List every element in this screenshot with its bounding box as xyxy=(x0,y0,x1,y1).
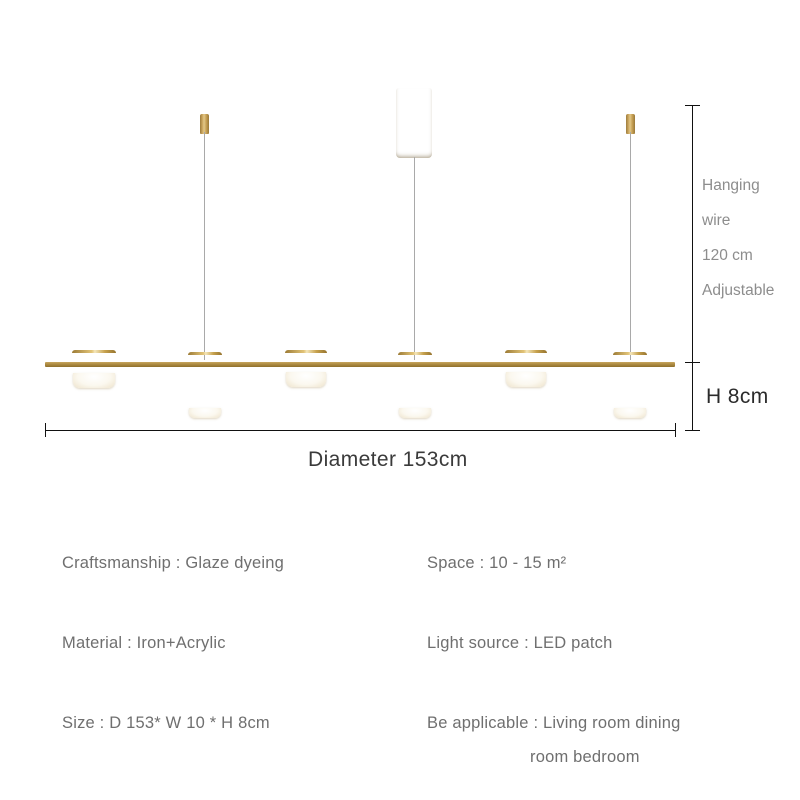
ceiling-clip-left xyxy=(200,114,209,134)
spec-craftsmanship: Craftsmanship : Glaze dyeing xyxy=(62,554,285,572)
hanging-note-line-1: Hanging xyxy=(702,177,760,194)
hanging-wire-note: Hanging wire 120 cm Adjustable xyxy=(702,168,774,308)
hanging-wire-right xyxy=(630,132,631,360)
hanging-note-line-3: 120 cm xyxy=(702,247,753,264)
spec-applicable-continuation: room bedroom xyxy=(530,748,640,766)
lamp-disc-1 xyxy=(72,350,116,388)
spec-size: Size : D 153* W 10 * H 8cm xyxy=(62,714,270,732)
lamp-disc-3 xyxy=(505,350,547,387)
vertical-tick-bottom xyxy=(685,430,700,431)
spec-row: Material : Iron+Acrylic Light source : L… xyxy=(0,600,800,680)
diameter-dimension-line xyxy=(45,430,675,431)
ceiling-clip-right xyxy=(626,114,635,134)
spec-space: Space : 10 - 15 m² xyxy=(427,554,567,572)
lamp-cylinder-1 xyxy=(188,352,222,418)
height-dimension-line xyxy=(692,105,693,430)
lamp-disc-2 xyxy=(285,350,327,387)
hanging-note-line-4: Adjustable xyxy=(702,282,775,299)
diameter-tick-right xyxy=(675,423,676,437)
specification-list: Craftsmanship : Glaze dyeing Space : 10 … xyxy=(0,520,800,766)
vertical-tick-top xyxy=(685,105,700,106)
lamp-cylinder-3 xyxy=(613,352,647,418)
ceiling-canopy-center xyxy=(396,88,432,158)
hanging-wire-center xyxy=(414,157,415,360)
spec-material: Material : Iron+Acrylic xyxy=(62,634,226,652)
spec-row: Size : D 153* W 10 * H 8cm Be applicable… xyxy=(0,680,800,766)
hanging-wire-left xyxy=(204,132,205,360)
lamp-cylinder-2 xyxy=(398,352,432,418)
light-bar-rod xyxy=(45,362,675,367)
diameter-tick-left xyxy=(45,423,46,437)
diameter-label: Diameter 153cm xyxy=(308,448,468,471)
vertical-tick-middle xyxy=(685,362,700,363)
hanging-note-line-2: wire xyxy=(702,212,731,229)
height-label: H 8cm xyxy=(706,385,769,408)
spec-light-source: Light source : LED patch xyxy=(427,634,613,652)
spec-applicable: Be applicable : Living room dining xyxy=(427,714,681,732)
spec-row: Craftsmanship : Glaze dyeing Space : 10 … xyxy=(0,520,800,600)
